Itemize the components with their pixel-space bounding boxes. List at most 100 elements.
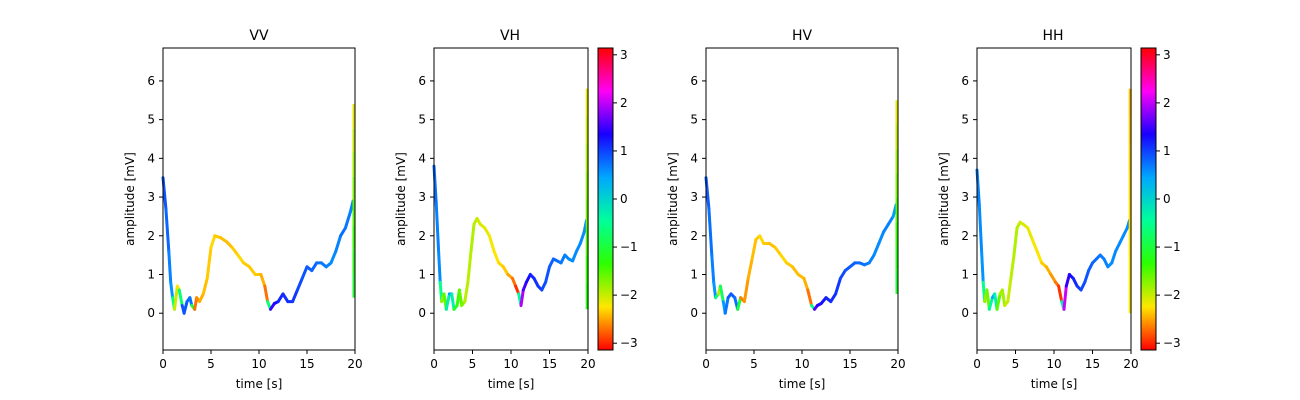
colorbar-tick-label: −1 (1163, 240, 1181, 254)
trace-segment (1026, 226, 1034, 242)
trace-segment (544, 265, 551, 284)
x-tick-label: 15 (299, 357, 314, 371)
y-tick-label: 3 (418, 190, 426, 204)
trace-segment (834, 276, 842, 296)
trace-segment (886, 214, 895, 226)
panel-title: VH (500, 28, 520, 44)
trace-segment (177, 288, 184, 307)
y-tick-label: 0 (690, 306, 698, 320)
trace-segment (450, 292, 456, 311)
x-tick-label: 5 (207, 357, 215, 371)
panel-title: HH (1042, 28, 1063, 44)
trace-segment (434, 203, 441, 253)
y-tick-label: 2 (961, 229, 969, 243)
colorbar-hh: 3 2 1 0 −1 −2 −3 (1140, 47, 1181, 351)
trace-segment (872, 242, 881, 257)
y-tick-label: 5 (147, 113, 155, 127)
trace-segment (329, 249, 338, 265)
axes-vv: 0 5 10 15 20 0 1 2 3 4 5 6 time [s] amplitude [mV] (123, 47, 363, 391)
trace-segment (838, 269, 847, 280)
trace-segment (466, 249, 473, 284)
trace-segment (736, 296, 743, 311)
x-tick-label: 20 (1123, 357, 1138, 371)
colorbar-gradient (597, 47, 614, 351)
trace-segment (806, 288, 814, 307)
y-axis-ticks: 0 1 2 3 4 5 6 (961, 74, 977, 320)
y-tick-label: 5 (690, 113, 698, 127)
y-tick-label: 3 (961, 190, 969, 204)
y-tick-label: 1 (418, 268, 426, 282)
x-tick-label: 10 (1046, 357, 1061, 371)
trace-segment (977, 203, 984, 253)
panel-hv: HV 0 5 10 15 20 0 1 2 3 4 5 6 time [s] amplitude [… (666, 28, 906, 391)
x-tick-label: 10 (794, 357, 809, 371)
trace-segment (463, 280, 470, 304)
trace-segment (578, 230, 586, 245)
y-tick-label: 6 (147, 74, 155, 88)
plot-area (432, 88, 589, 311)
y-tick-label: 6 (418, 74, 426, 88)
trace-segment (718, 284, 725, 304)
x-tick-label: 20 (347, 357, 362, 371)
trace-segment (1057, 284, 1064, 304)
trace-segment (469, 222, 476, 253)
x-axis-label: time [s] (779, 377, 826, 391)
y-tick-label: 2 (690, 229, 698, 243)
trace-segment (1012, 226, 1019, 257)
trace-segment (1000, 288, 1007, 307)
trace-segment (1009, 253, 1016, 280)
y-tick-label: 4 (690, 151, 698, 165)
x-tick-label: 20 (890, 357, 905, 371)
y-tick-label: 1 (690, 268, 698, 282)
colorbar-vh: 3 2 1 0 −1 −2 −3 (597, 47, 638, 351)
x-axis-ticks: 0 5 10 15 20 (430, 350, 596, 371)
x-tick-label: 5 (469, 357, 477, 371)
trace-segment (259, 273, 267, 288)
plot-area (975, 88, 1132, 314)
y-tick-label: 0 (147, 306, 155, 320)
x-tick-label: 5 (750, 357, 758, 371)
y-axis-label: amplitude [mV] (123, 152, 137, 246)
colorbar-tick-label: 1 (1163, 144, 1171, 158)
trace-segment (247, 265, 257, 276)
trace-segment (483, 226, 491, 238)
axes-frame (976, 47, 1132, 351)
colorbar-tick-label: −1 (620, 240, 638, 254)
trace-segment (487, 234, 496, 253)
trace-segment (343, 211, 352, 230)
plot-area (161, 104, 356, 315)
panel-title: VV (249, 28, 269, 44)
trace-segment (571, 249, 578, 263)
trace-segment (169, 280, 175, 300)
trace-segment (1062, 284, 1068, 311)
trace-segment (707, 207, 714, 257)
trace-segment (339, 226, 347, 238)
x-tick-label: 15 (1085, 357, 1100, 371)
y-tick-label: 0 (961, 306, 969, 320)
trace-segment (1030, 238, 1039, 253)
trace-segment (167, 249, 173, 284)
colorbar-tick-label: −3 (1163, 336, 1181, 350)
x-tick-label: 0 (430, 357, 438, 371)
trace-segment (300, 265, 309, 280)
trace-segment (164, 207, 171, 253)
plot-area (704, 100, 899, 315)
trace-segment (310, 261, 319, 273)
y-axis-ticks: 0 1 2 3 4 5 6 (690, 74, 706, 320)
trace-segment (230, 245, 240, 257)
trace-segment (773, 245, 783, 257)
x-tick-label: 0 (159, 357, 167, 371)
trace-segment (712, 280, 718, 300)
trace-segment (750, 238, 758, 261)
y-tick-label: 4 (418, 151, 426, 165)
panel-title: HV (792, 28, 813, 44)
colorbar-tick-label: 3 (620, 48, 628, 62)
trace-segment (281, 292, 290, 304)
trace-segment (723, 296, 730, 315)
trace-segment (173, 284, 179, 311)
trace-segment (1064, 273, 1071, 288)
x-tick-label: 0 (702, 357, 710, 371)
axes-hv: 0 5 10 15 20 0 1 2 3 4 5 6 time [s] amplitude [mV] (666, 47, 906, 391)
